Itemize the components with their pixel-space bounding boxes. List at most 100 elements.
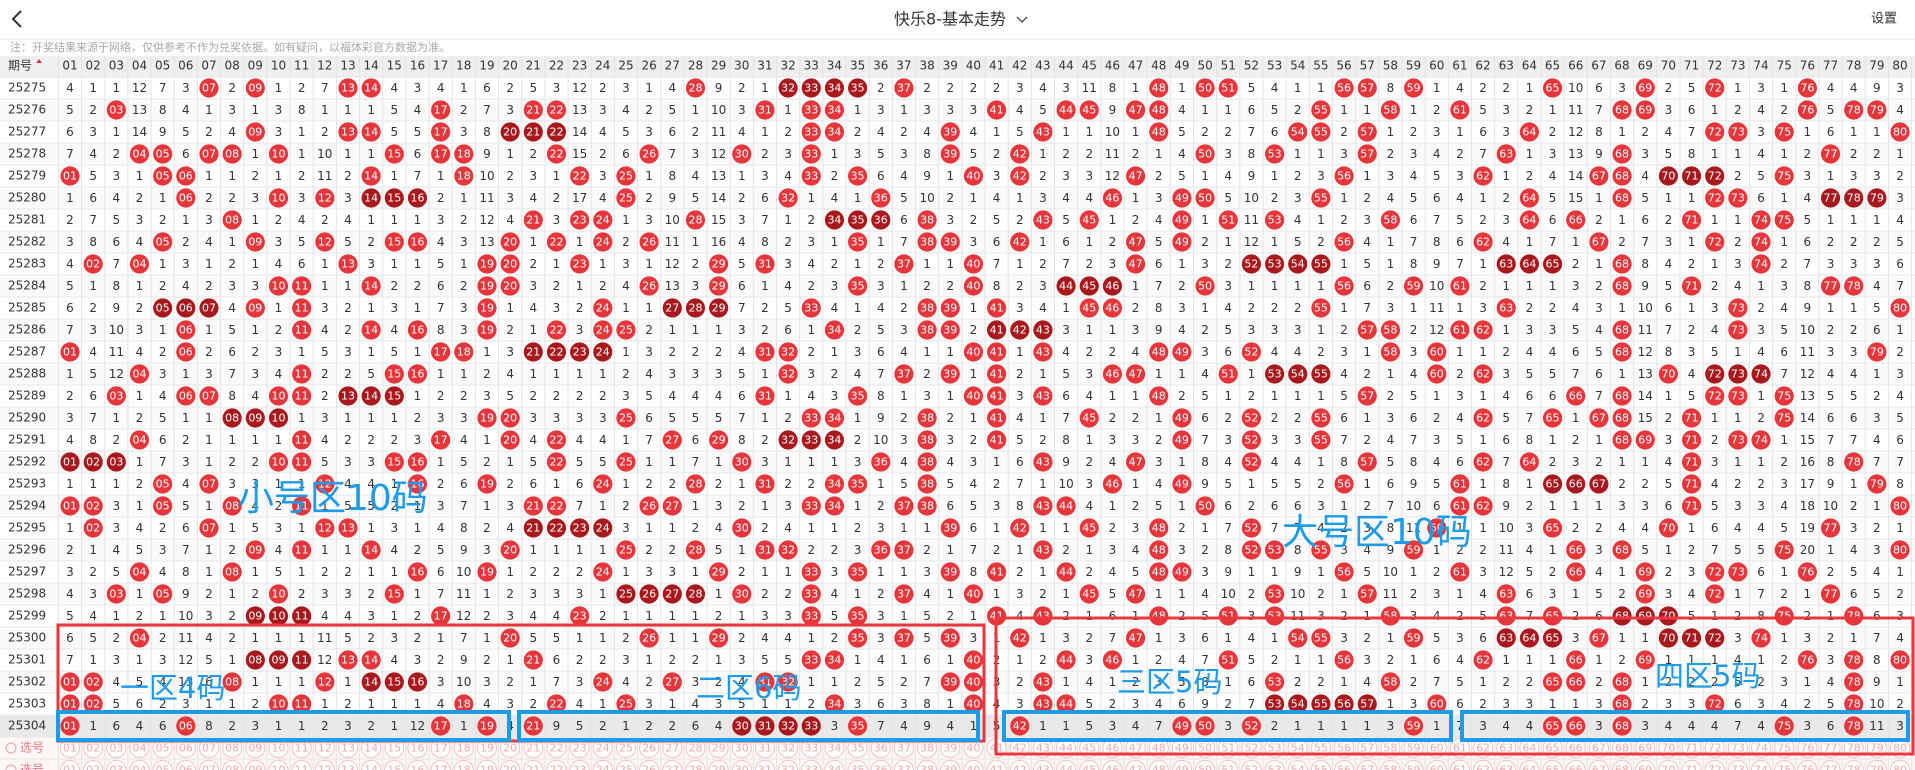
miss-count: 2: [1132, 147, 1140, 161]
miss-count: 1: [854, 301, 862, 315]
miss-count: 1: [923, 345, 931, 359]
hit-ball: [801, 650, 821, 670]
hit-number: 29: [712, 302, 726, 315]
settings-button[interactable]: 设置: [1871, 12, 1897, 27]
miss-count: 3: [877, 631, 885, 645]
issue-label: 25291: [8, 433, 46, 447]
miss-count: 2: [1757, 411, 1765, 425]
miss-count: 4: [1572, 301, 1580, 315]
hit-number: 06: [179, 720, 193, 733]
hit-ball: [83, 452, 103, 472]
back-button[interactable]: [11, 10, 22, 28]
miss-count: 2: [993, 477, 1001, 491]
hit-number: 31: [758, 720, 772, 733]
miss-count: 2: [228, 455, 236, 469]
hit-ball: [963, 386, 984, 406]
miss-count: 3: [89, 587, 97, 601]
miss-count: 3: [576, 411, 584, 425]
hit-number: 24: [596, 214, 610, 227]
hit-ball: [1519, 628, 1539, 648]
hit-ball: [1844, 100, 1864, 120]
hit-number: 70: [1661, 610, 1675, 623]
miss-count: 3: [113, 521, 121, 535]
miss-count: 1: [668, 323, 676, 337]
hit-number: 25: [619, 544, 633, 557]
miss-count: 1: [1201, 103, 1209, 117]
miss-count: 10: [178, 609, 193, 623]
hit-ball: [1566, 562, 1586, 582]
miss-count: 4: [993, 191, 1001, 205]
miss-count: 2: [506, 587, 514, 601]
title-dropdown[interactable]: [1016, 16, 1028, 24]
miss-count: 8: [113, 279, 121, 293]
miss-count: 3: [1641, 147, 1649, 161]
issue-label: 25303: [8, 697, 46, 711]
page-title[interactable]: 快乐8-基本走势: [894, 10, 1006, 29]
miss-count: 1: [1665, 191, 1673, 205]
miss-count: 1: [1549, 433, 1557, 447]
miss-count: 2: [900, 125, 908, 139]
miss-count: 3: [831, 279, 839, 293]
hit-number: 21: [526, 214, 540, 227]
hit-ball: [1380, 320, 1401, 340]
miss-count: 6: [1433, 499, 1441, 513]
miss-count: 7: [66, 147, 74, 161]
miss-count: 1: [1572, 411, 1580, 425]
miss-count: 1: [251, 323, 259, 337]
miss-count: 6: [1433, 191, 1441, 205]
miss-count: 2: [205, 191, 213, 205]
miss-count: 4: [599, 433, 607, 447]
hit-number: 69: [1638, 654, 1652, 667]
hit-ball: [1195, 188, 1215, 208]
miss-count: 11: [1499, 543, 1514, 557]
miss-count: 3: [1155, 455, 1163, 469]
hit-ball: [222, 496, 242, 516]
miss-count: 2: [784, 411, 792, 425]
miss-count: 3: [692, 147, 700, 161]
miss-count: 3: [1294, 323, 1302, 337]
miss-count: 3: [1780, 477, 1788, 491]
miss-count: 2: [622, 499, 630, 513]
miss-count: 2: [576, 565, 584, 579]
hit-number: 41: [990, 302, 1004, 315]
select-number: 38: [920, 742, 934, 755]
miss-count: 2: [205, 279, 213, 293]
miss-count: 3: [1340, 631, 1348, 645]
miss-count: 2: [576, 301, 584, 315]
miss-count: 2: [136, 301, 144, 315]
hit-ball: [106, 452, 126, 472]
miss-count: 5: [1549, 191, 1557, 205]
select-number: 27: [665, 742, 679, 755]
hit-number: 68: [1615, 720, 1629, 733]
miss-count: 3: [1317, 609, 1325, 623]
hit-ball: [1334, 562, 1354, 582]
hit-ball: [685, 584, 706, 604]
miss-count: 1: [1780, 631, 1788, 645]
miss-count: 2: [1595, 521, 1603, 535]
miss-count: 1: [1618, 565, 1626, 579]
hit-ball: [1149, 100, 1169, 120]
miss-count: 6: [113, 235, 121, 249]
select-number: 11: [295, 742, 309, 755]
miss-count: 9: [1294, 565, 1302, 579]
hit-ball: [315, 518, 335, 538]
hit-ball: [1519, 188, 1539, 208]
hit-ball: [500, 540, 520, 560]
miss-count: 3: [1201, 257, 1209, 271]
hit-number: 08: [225, 214, 239, 227]
miss-count: 7: [182, 543, 190, 557]
hit-ball: [361, 540, 381, 560]
hit-number: 09: [248, 610, 262, 623]
miss-count: 1: [89, 543, 97, 557]
miss-count: 3: [645, 565, 653, 579]
miss-count: 2: [506, 169, 514, 183]
miss-count: 7: [1734, 719, 1742, 733]
hit-number: 11: [295, 456, 309, 469]
hit-ball: [732, 144, 752, 164]
miss-count: 4: [807, 389, 815, 403]
miss-count: 2: [1502, 81, 1510, 95]
miss-count: 3: [622, 257, 630, 271]
hit-ball: [709, 628, 729, 648]
miss-count: 1: [1109, 389, 1117, 403]
miss-count: 4: [1688, 367, 1696, 381]
